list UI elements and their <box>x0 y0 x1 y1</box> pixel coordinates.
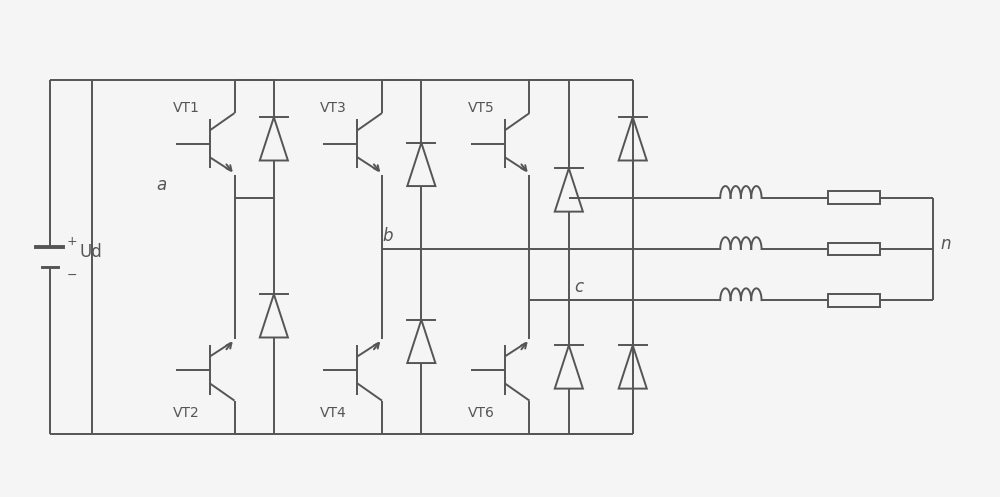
Text: VT4: VT4 <box>320 406 347 420</box>
Bar <box>828 294 880 307</box>
Text: a: a <box>156 176 166 194</box>
Text: VT3: VT3 <box>320 101 347 115</box>
Bar <box>828 243 880 255</box>
Text: VT6: VT6 <box>468 406 494 420</box>
Text: VT5: VT5 <box>468 101 494 115</box>
Text: Ud: Ud <box>79 243 102 261</box>
Text: VT1: VT1 <box>173 101 199 115</box>
Text: +: + <box>66 235 77 248</box>
Bar <box>828 191 880 204</box>
Text: VT2: VT2 <box>173 406 199 420</box>
Text: n: n <box>940 235 951 253</box>
Text: b: b <box>382 227 393 245</box>
Text: c: c <box>574 278 583 296</box>
Text: −: − <box>66 268 77 281</box>
